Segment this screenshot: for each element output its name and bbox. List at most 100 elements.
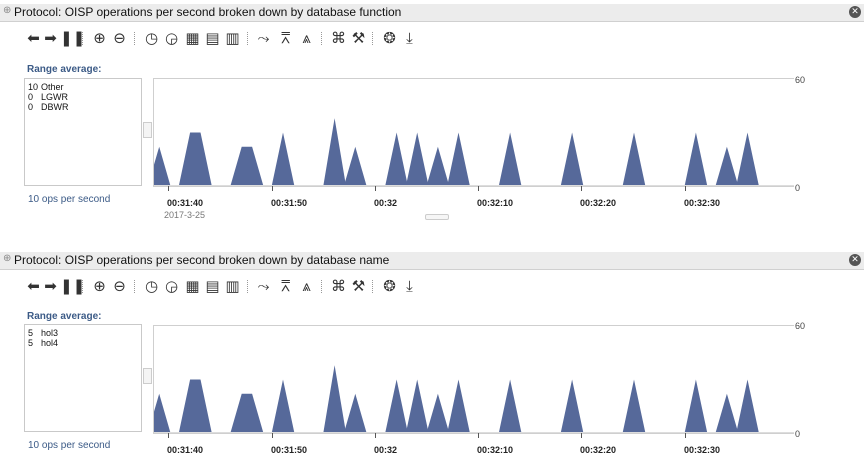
close-icon[interactable]: ✕ — [849, 6, 861, 18]
area-spike — [323, 365, 346, 433]
time-scroll-handle[interactable] — [425, 214, 449, 220]
zoom-out-icon[interactable]: ⊖ — [113, 29, 126, 47]
line-chart-icon[interactable]: ⤳ — [257, 277, 270, 295]
x-tick — [685, 186, 686, 191]
legend-name: LGWR — [41, 92, 68, 102]
table-small-icon[interactable]: ▦ — [185, 29, 200, 47]
y-axis: 60 0 — [793, 74, 813, 193]
y-tick-label: 0 — [795, 429, 801, 439]
area-spike — [385, 379, 408, 433]
toolbar-separator — [372, 32, 374, 45]
table-large-icon[interactable]: ▥ — [225, 277, 240, 295]
x-tick-label: 00:32:10 — [477, 198, 514, 208]
area-spike — [715, 393, 739, 433]
table-medium-icon[interactable]: ▤ — [205, 277, 220, 295]
area-line-icon[interactable]: ⩞ — [280, 29, 291, 47]
x-tick — [272, 186, 273, 191]
toolbar-separator — [82, 32, 84, 45]
forward-history-icon[interactable]: ◶ — [164, 277, 179, 295]
x-tick — [685, 433, 686, 438]
table-medium-icon[interactable]: ▤ — [205, 29, 220, 47]
globe-icon[interactable]: ❂ — [383, 29, 396, 47]
x-tick — [168, 433, 169, 438]
area-spike — [560, 379, 584, 433]
panel-titlebar[interactable]: ⊕ Protocol: OISP operations per second b… — [0, 252, 864, 270]
fit-icon[interactable]: ⌘ — [331, 29, 346, 47]
play-back-icon[interactable]: ⬅ — [27, 29, 40, 47]
area-spike — [178, 379, 212, 433]
legend-value: 0 — [28, 92, 34, 102]
legend-box: 5 hol3 5 hol4 — [24, 324, 142, 432]
pause-icon[interactable]: ❚❚ — [60, 29, 86, 47]
play-forward-icon[interactable]: ➡ — [44, 277, 57, 295]
pause-icon[interactable]: ❚❚ — [60, 277, 86, 295]
back-history-icon[interactable]: ◷ — [144, 277, 159, 295]
panel-titlebar[interactable]: ⊕ Protocol: OISP operations per second b… — [0, 4, 864, 22]
toolbar-separator — [134, 32, 136, 45]
settings-icon[interactable]: ⚒ — [351, 277, 366, 295]
download-icon[interactable]: ⤓ — [406, 277, 413, 295]
play-forward-icon[interactable]: ➡ — [44, 29, 57, 47]
area-spike — [323, 118, 346, 186]
move-handle-icon[interactable]: ⊕ — [3, 253, 12, 264]
area-spike — [426, 393, 450, 433]
legend-value: 10 — [28, 82, 39, 92]
toolbar-separator — [321, 32, 323, 45]
legend-item[interactable]: 5 hol3 — [28, 328, 58, 338]
area-spike — [405, 132, 429, 186]
x-tick — [581, 186, 582, 191]
area-chart — [154, 365, 794, 433]
area-spike — [343, 393, 367, 433]
x-tick — [478, 186, 479, 191]
legend-item[interactable]: 0 LGWR — [28, 92, 68, 102]
splitter-handle[interactable] — [143, 122, 152, 138]
x-tick-label: 00:31:40 — [167, 445, 204, 455]
area-line-icon[interactable]: ⩞ — [280, 277, 291, 295]
area-spike — [498, 379, 522, 433]
x-tick — [581, 433, 582, 438]
mountain-chart-icon[interactable]: ⩓ — [302, 29, 311, 47]
close-icon[interactable]: ✕ — [849, 254, 861, 266]
range-average-label: Range average: — [27, 64, 102, 75]
x-tick-label: 00:32:30 — [684, 445, 721, 455]
zoom-in-icon[interactable]: ⊕ — [93, 277, 106, 295]
legend-item[interactable]: 0 DBWR — [28, 102, 69, 112]
x-tick — [272, 433, 273, 438]
move-handle-icon[interactable]: ⊕ — [3, 5, 12, 16]
area-chart — [154, 118, 794, 186]
forward-history-icon[interactable]: ◶ — [164, 29, 179, 47]
settings-icon[interactable]: ⚒ — [351, 29, 366, 47]
toolbar-separator — [372, 280, 374, 293]
chart-area[interactable] — [153, 78, 794, 187]
range-average-label: Range average: — [27, 311, 102, 322]
download-icon[interactable]: ⤓ — [406, 29, 413, 47]
fit-icon[interactable]: ⌘ — [331, 277, 346, 295]
back-history-icon[interactable]: ◷ — [144, 29, 159, 47]
legend-name: hol4 — [41, 338, 59, 348]
zoom-out-icon[interactable]: ⊖ — [113, 277, 126, 295]
area-spike — [178, 132, 212, 186]
play-back-icon[interactable]: ⬅ — [27, 277, 40, 295]
x-tick-label: 00:32:20 — [580, 198, 617, 208]
area-spike — [405, 379, 429, 433]
chart-area[interactable] — [153, 325, 794, 434]
mountain-chart-icon[interactable]: ⩓ — [302, 277, 311, 295]
splitter-handle[interactable] — [143, 368, 152, 384]
legend-value: 5 — [28, 338, 34, 348]
legend-item[interactable]: 10 Other — [28, 82, 64, 92]
zoom-in-icon[interactable]: ⊕ — [93, 29, 106, 47]
legend-item[interactable]: 5 hol4 — [28, 338, 58, 348]
toolbar-separator — [247, 32, 249, 45]
chart-toolbar: ⬅ ➡ ❚❚ ⊕ ⊖ ◷ ◶ ▦ ▤ ▥ ⤳ ⩞ ⩓ ⌘ ⚒ ❂ ⤓ — [24, 276, 464, 298]
x-tick-label: 00:32 — [374, 445, 398, 455]
globe-icon[interactable]: ❂ — [383, 277, 396, 295]
area-spike — [426, 146, 450, 186]
x-tick — [375, 433, 376, 438]
table-large-icon[interactable]: ▥ — [225, 29, 240, 47]
x-tick — [375, 186, 376, 191]
unit-label: 10 ops per second — [28, 194, 111, 205]
table-small-icon[interactable]: ▦ — [185, 277, 200, 295]
line-chart-icon[interactable]: ⤳ — [257, 29, 270, 47]
y-axis: 60 0 — [793, 320, 813, 439]
area-spike — [230, 393, 264, 433]
